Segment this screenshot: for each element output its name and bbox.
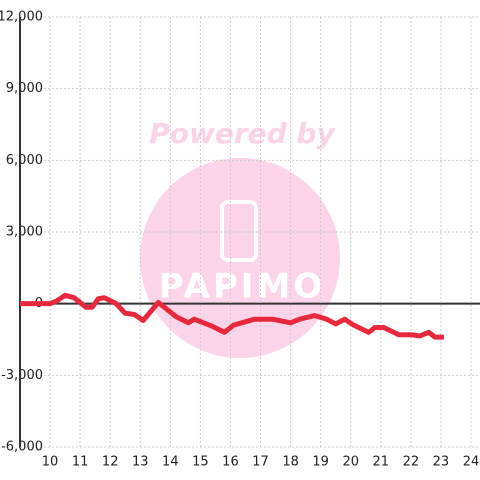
y-tick-label: 9,000 xyxy=(6,81,43,96)
x-tick-label: 14 xyxy=(162,455,179,470)
watermark-logo: PAPIMO xyxy=(159,267,325,307)
x-tick-label: 15 xyxy=(192,455,209,470)
y-tick-label: 3,000 xyxy=(6,225,43,240)
y-tick-label: 12,000 xyxy=(0,10,43,25)
y-tick-label: -3,000 xyxy=(1,368,43,383)
x-tick-label: 21 xyxy=(373,455,390,470)
x-tick-label: 11 xyxy=(72,455,89,470)
watermark-icon xyxy=(220,200,258,262)
y-tick-label: 6,000 xyxy=(6,153,43,168)
x-tick-label: 19 xyxy=(312,455,329,470)
x-tick-label: 22 xyxy=(403,455,420,470)
x-tick-label: 13 xyxy=(132,455,149,470)
plot xyxy=(20,292,444,340)
x-tick-label: 18 xyxy=(282,455,299,470)
x-tick-label: 17 xyxy=(252,455,269,470)
watermark: Powered by xyxy=(149,117,336,150)
x-tick-label: 23 xyxy=(433,455,450,470)
x-tick-label: 10 xyxy=(42,455,59,470)
y-tick-label: -6,000 xyxy=(1,440,43,455)
x-tick-label: 24 xyxy=(463,455,480,470)
series-line xyxy=(20,292,444,340)
x-tick-label: 12 xyxy=(102,455,119,470)
x-tick-label: 20 xyxy=(342,455,359,470)
x-tick-label: 16 xyxy=(222,455,239,470)
